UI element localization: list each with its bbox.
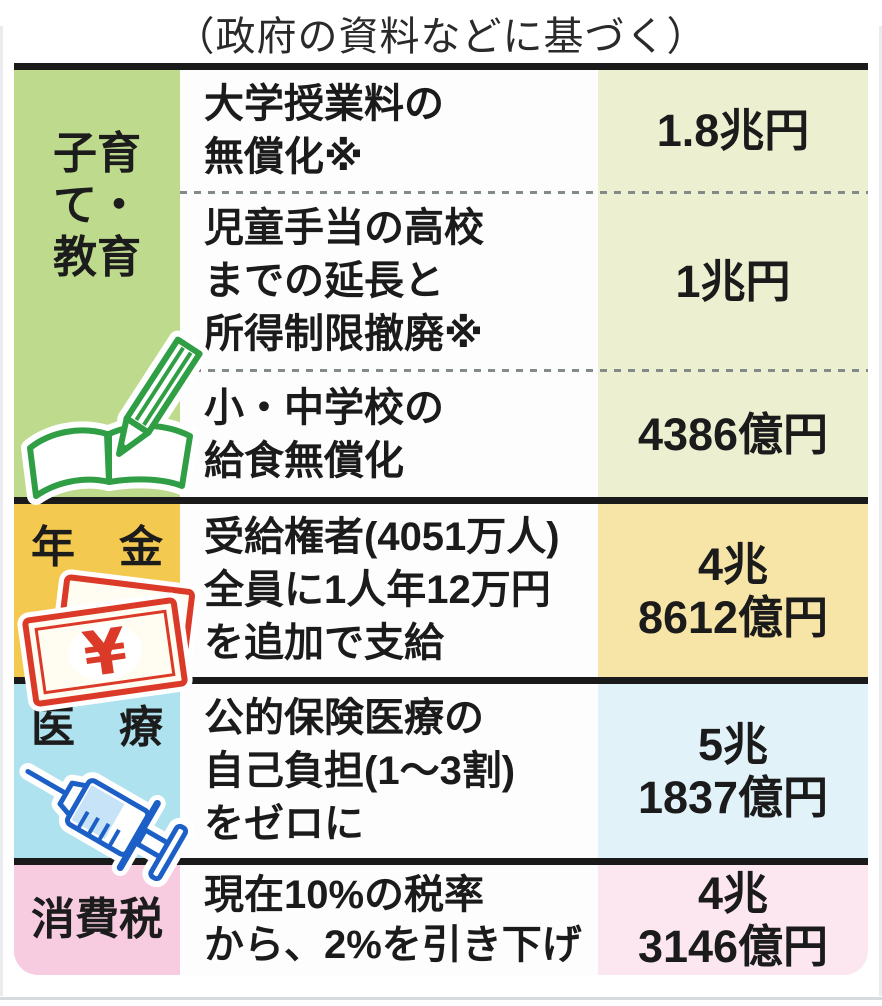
group-kosodate-kyouiku: 子育て・ 教育 大学授業料の 無償化※ 1.8兆円 児童手当の高校 までの延長と… [14, 70, 868, 497]
policy-text-line: をゼロに [204, 801, 364, 846]
policy-text-line: 無償化※ [204, 134, 363, 179]
cost-value: 8612億円 [637, 591, 829, 643]
cost-value: 3146億円 [637, 921, 829, 972]
policy-text-line: 所得制限撤廃※ [204, 312, 483, 356]
group-rule [14, 497, 868, 504]
policy-text-line: 自己負担(1～3割) [204, 748, 516, 793]
policy-text-line: 児童手当の高校 [204, 206, 484, 250]
policy-text-line: を追加で支給 [204, 621, 444, 665]
group-shouhizei: 消費税 現在10%の税率 から、2%を引き下げ 4兆 3146億円 [14, 865, 868, 975]
group-rows: 大学授業料の 無償化※ 1.8兆円 児童手当の高校 までの延長と 所得制限撤廃※… [180, 70, 868, 497]
category-cell-kosodate: 子育て・ 教育 [14, 70, 180, 497]
category-label-line: 消費税 [31, 895, 163, 945]
cost-value: 1837億円 [637, 772, 829, 823]
category-cell-shouhizei: 消費税 [14, 865, 180, 975]
category-label-line: 子育て・ [53, 129, 141, 230]
policy-cost-table: 子育て・ 教育 大学授業料の 無償化※ 1.8兆円 児童手当の高校 までの延長と… [14, 63, 868, 975]
cost-value: 1.8兆円 [656, 105, 810, 156]
policy-text-line: から、2%を引き下げ [204, 923, 582, 967]
table-row: 小・中学校の 給食無償化 4386億円 [180, 372, 868, 497]
table-row: 児童手当の高校 までの延長と 所得制限撤廃※ 1兆円 [180, 194, 868, 369]
policy-text-line: 受給権者(4051万人) [204, 515, 560, 559]
table-row: 受給権者(4051万人) 全員に1人年12万円 を追加で支給 4兆 8612億円 [180, 504, 868, 677]
category-cell-iryou: 医 療 [14, 684, 180, 858]
policy-text-line: 公的保険医療の [204, 695, 484, 740]
bottom-separator [0, 997, 882, 1000]
cost-value: 5兆 [697, 719, 769, 770]
group-rule [14, 858, 868, 865]
policy-text-line: 現在10%の税率 [204, 873, 485, 917]
table-row: 公的保険医療の 自己負担(1～3割) をゼロに 5兆 1837億円 [180, 684, 868, 858]
cost-value: 4兆 [697, 538, 769, 590]
category-label-line: 医 療 [31, 703, 163, 752]
policy-text-line: 大学授業料の [204, 81, 444, 126]
policy-text-line: までの延長と [204, 259, 444, 303]
group-rule [14, 677, 868, 684]
cost-value: 1兆円 [675, 256, 791, 307]
policy-text-line: 全員に1人年12万円 [204, 568, 551, 612]
group-iryou: 医 療 公的保険医療の 自己負担(1～3割) をゼロに 5兆 1837億円 [14, 684, 868, 858]
cost-value: 4兆 [697, 868, 769, 919]
dashed-row-divider [180, 369, 868, 372]
category-label-line: 教育 [53, 232, 141, 282]
right-screen-edge [879, 26, 882, 996]
category-cell-nenkin: 年 金 [14, 504, 180, 677]
left-screen-edge [0, 26, 3, 996]
table-row: 大学授業料の 無償化※ 1.8兆円 [180, 70, 868, 191]
policy-text-line: 給食無償化 [204, 438, 404, 483]
table-row: 現在10%の税率 から、2%を引き下げ 4兆 3146億円 [180, 865, 868, 975]
policy-text-line: 小・中学校の [204, 385, 444, 430]
category-label-line: 年 金 [31, 523, 163, 572]
dashed-row-divider [180, 191, 868, 194]
top-rule [14, 63, 868, 70]
group-nenkin: 年 金 受給権者(4051万人) 全員に1人年12万円 を追加で支給 4兆 86… [14, 504, 868, 677]
source-note-title: （政府の資料などに基づく） [174, 15, 708, 59]
cost-value: 4386億円 [637, 409, 829, 460]
